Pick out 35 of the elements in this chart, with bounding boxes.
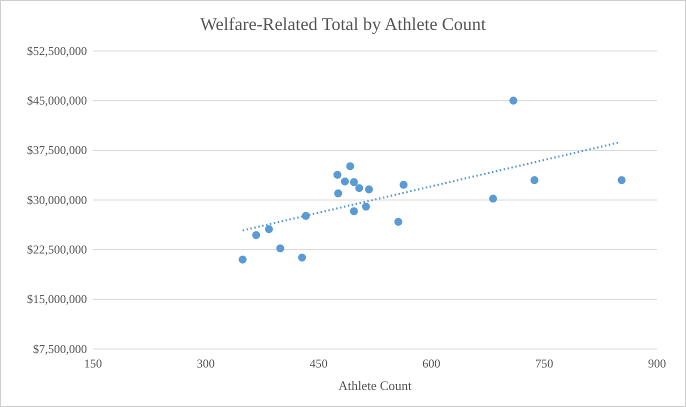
point: [489, 194, 498, 203]
point: [340, 177, 349, 186]
y-tick-label: $45,000,000: [27, 94, 87, 108]
point: [618, 176, 626, 184]
x-tick-label: 450: [310, 356, 328, 371]
y-tick-label: $30,000,000: [27, 192, 87, 207]
x-tick-label: 900: [648, 356, 666, 371]
point: [350, 178, 358, 186]
y-tick-label: $52,500,000: [27, 44, 87, 58]
y-tick-label: $15,000,000: [27, 292, 87, 306]
point: [238, 256, 247, 264]
chart-title: Welfare-Related Total by Athlete Count: [200, 14, 486, 34]
x-tick-label: 300: [196, 356, 215, 371]
point: [333, 170, 342, 179]
x-tick-label: 750: [535, 356, 554, 371]
x-tick-label: 600: [422, 356, 440, 371]
point: [350, 207, 358, 216]
point: [355, 184, 364, 192]
point: [394, 218, 402, 226]
x-axis-title: Athlete Count: [338, 378, 412, 393]
x-tick-label: 150: [84, 356, 102, 371]
point: [400, 180, 408, 189]
point: [509, 96, 518, 105]
point: [364, 185, 373, 194]
y-tick-label: $37,500,000: [27, 143, 87, 158]
y-tick-label: $22,500,000: [27, 242, 87, 257]
point: [346, 162, 354, 170]
point: [276, 244, 284, 252]
point: [530, 176, 538, 184]
point: [264, 225, 273, 234]
point: [252, 231, 260, 240]
point: [362, 202, 370, 211]
point: [298, 254, 306, 262]
point: [334, 189, 342, 198]
y-tick-label: $7,500,000: [33, 342, 87, 356]
